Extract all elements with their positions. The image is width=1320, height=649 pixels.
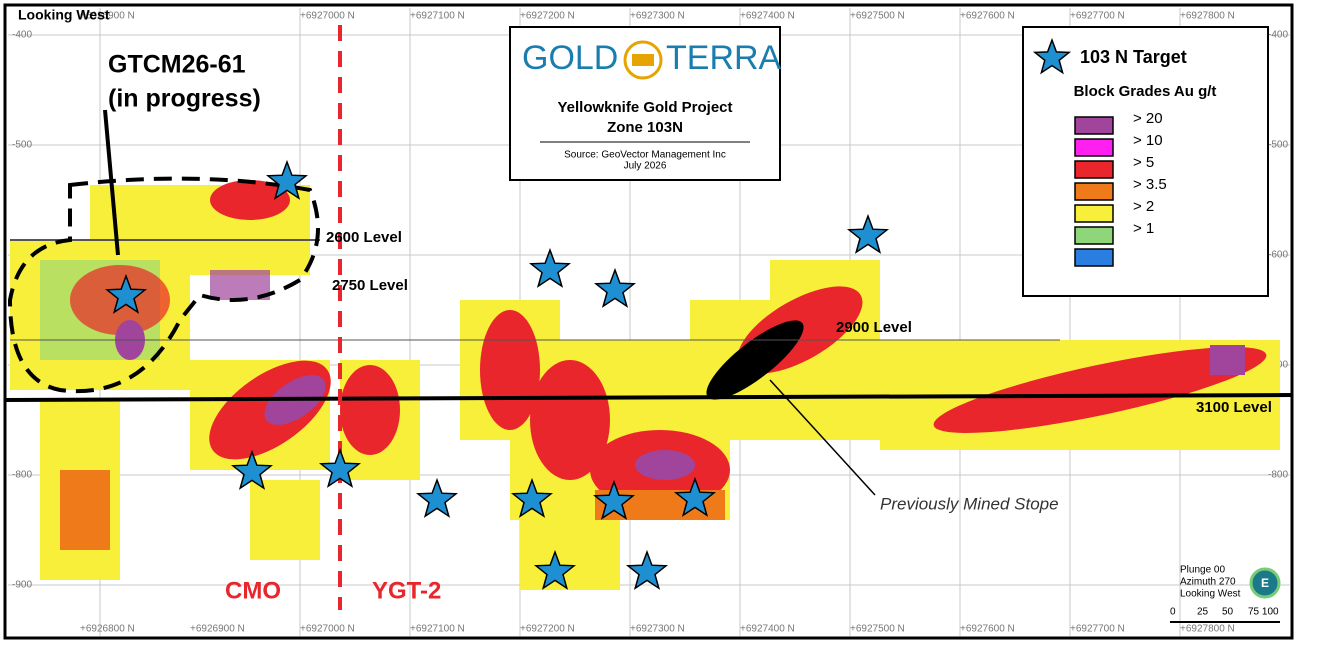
northing-label: +6927100 N [410, 11, 465, 22]
northing-label: +6927400 N [740, 11, 795, 22]
legend-swatch [1074, 138, 1114, 157]
northing-label: +6927800 N [1180, 624, 1235, 635]
legend-label: > 3.5 [1133, 176, 1167, 193]
scale-label: 0 [1170, 607, 1176, 618]
target-star [846, 213, 890, 254]
view-label: Looking West [18, 7, 110, 23]
northing-label: +6927700 N [1070, 624, 1125, 635]
northing-label: +6927800 N [1180, 11, 1235, 22]
target-star [533, 549, 577, 590]
source: Source: GeoVector Management Inc [564, 150, 726, 161]
depth-label: -400 [12, 30, 32, 41]
legend-label: > 10 [1133, 132, 1163, 149]
northing-label: +6926800 N [80, 624, 135, 635]
level-label: 2750 Level [332, 277, 408, 294]
azimuth: Azimuth 270 [1180, 577, 1236, 588]
target-star [673, 476, 717, 517]
plunge: Plunge 00 [1180, 565, 1225, 576]
logo-text: GOLD [522, 39, 618, 77]
northing-label: +6926900 N [80, 11, 135, 22]
depth-label: -800 [12, 470, 32, 481]
zone-label: YGT-2 [372, 577, 441, 604]
northing-label: +6927700 N [1070, 11, 1125, 22]
legend-label: > 1 [1133, 220, 1154, 237]
depth-label: -400 [1268, 30, 1288, 41]
looking: Looking West [1180, 589, 1241, 600]
northing-label: +6927600 N [960, 11, 1015, 22]
legend-heading: Block Grades Au g/t [1074, 83, 1217, 100]
target-star [265, 159, 309, 200]
stope-label: Previously Mined Stope [880, 494, 1059, 513]
northing-label: +6927000 N [300, 11, 355, 22]
legend-swatch [1074, 160, 1114, 179]
target-star [593, 267, 637, 308]
hole-label: GTCM26-61 [108, 51, 246, 79]
target-star [592, 479, 636, 520]
target-star [1032, 37, 1072, 75]
scale-label: 75 100 [1248, 607, 1279, 618]
level-label: 2600 Level [326, 229, 402, 246]
project-title: Yellowknife Gold Project [557, 99, 732, 116]
target-star [625, 549, 669, 590]
northing-label: +6927300 N [630, 624, 685, 635]
orientation: Plunge 00 Azimuth 270 Looking West E 0 25… [1170, 565, 1281, 623]
legend-swatch [1074, 248, 1114, 267]
depth-label: -500 [1268, 140, 1288, 151]
scale-label: 50 [1222, 607, 1234, 618]
legend-label: > 2 [1133, 198, 1154, 215]
target-star [230, 449, 274, 490]
legend-target: 103 N Target [1080, 47, 1187, 67]
legend-swatch [1074, 182, 1114, 201]
legend: 103 N Target Block Grades Au g/t > 20 > 1… [1022, 26, 1269, 297]
scale-label: 25 [1197, 607, 1209, 618]
target-star [528, 247, 572, 288]
date: July 2026 [624, 161, 667, 172]
legend-label: > 20 [1133, 110, 1163, 127]
northing-label: +6927600 N [960, 624, 1015, 635]
legend-label: > 5 [1133, 154, 1154, 171]
northing-label: +6927500 N [850, 11, 905, 22]
northing-label: +6927000 N [300, 624, 355, 635]
target-star [415, 477, 459, 518]
legend-swatch [1074, 116, 1114, 135]
title-block: GOLD TERRA Yellowknife Gold Project Zone… [509, 26, 782, 181]
northing-label: +6927200 N [520, 11, 575, 22]
legend-swatch [1074, 204, 1114, 223]
level-label: 3100 Level [1196, 399, 1272, 416]
level-label: 2900 Level [836, 319, 912, 336]
target-star [510, 477, 554, 518]
target-star [104, 273, 148, 314]
northing-label: +6927500 N [850, 624, 905, 635]
zone-label: CMO [225, 577, 281, 604]
northing-label: +6927200 N [520, 624, 575, 635]
northing-label: +6927300 N [630, 11, 685, 22]
logo-text: TERRA [666, 39, 782, 77]
northing-label: +6927400 N [740, 624, 795, 635]
legend-swatch [1074, 226, 1114, 245]
northing-label: +6927100 N [410, 624, 465, 635]
depth-label: -900 [12, 580, 32, 591]
zone-title: Zone 103N [607, 119, 683, 136]
target-star [318, 447, 362, 488]
levels [4, 25, 1293, 610]
depth-label: -800 [1268, 470, 1288, 481]
hole-status: (in progress) [108, 85, 261, 113]
depth-label: -500 [12, 140, 32, 151]
compass: E [1261, 576, 1269, 590]
depth-label: -600 [1268, 250, 1288, 261]
northing-label: +6926900 N [190, 624, 245, 635]
